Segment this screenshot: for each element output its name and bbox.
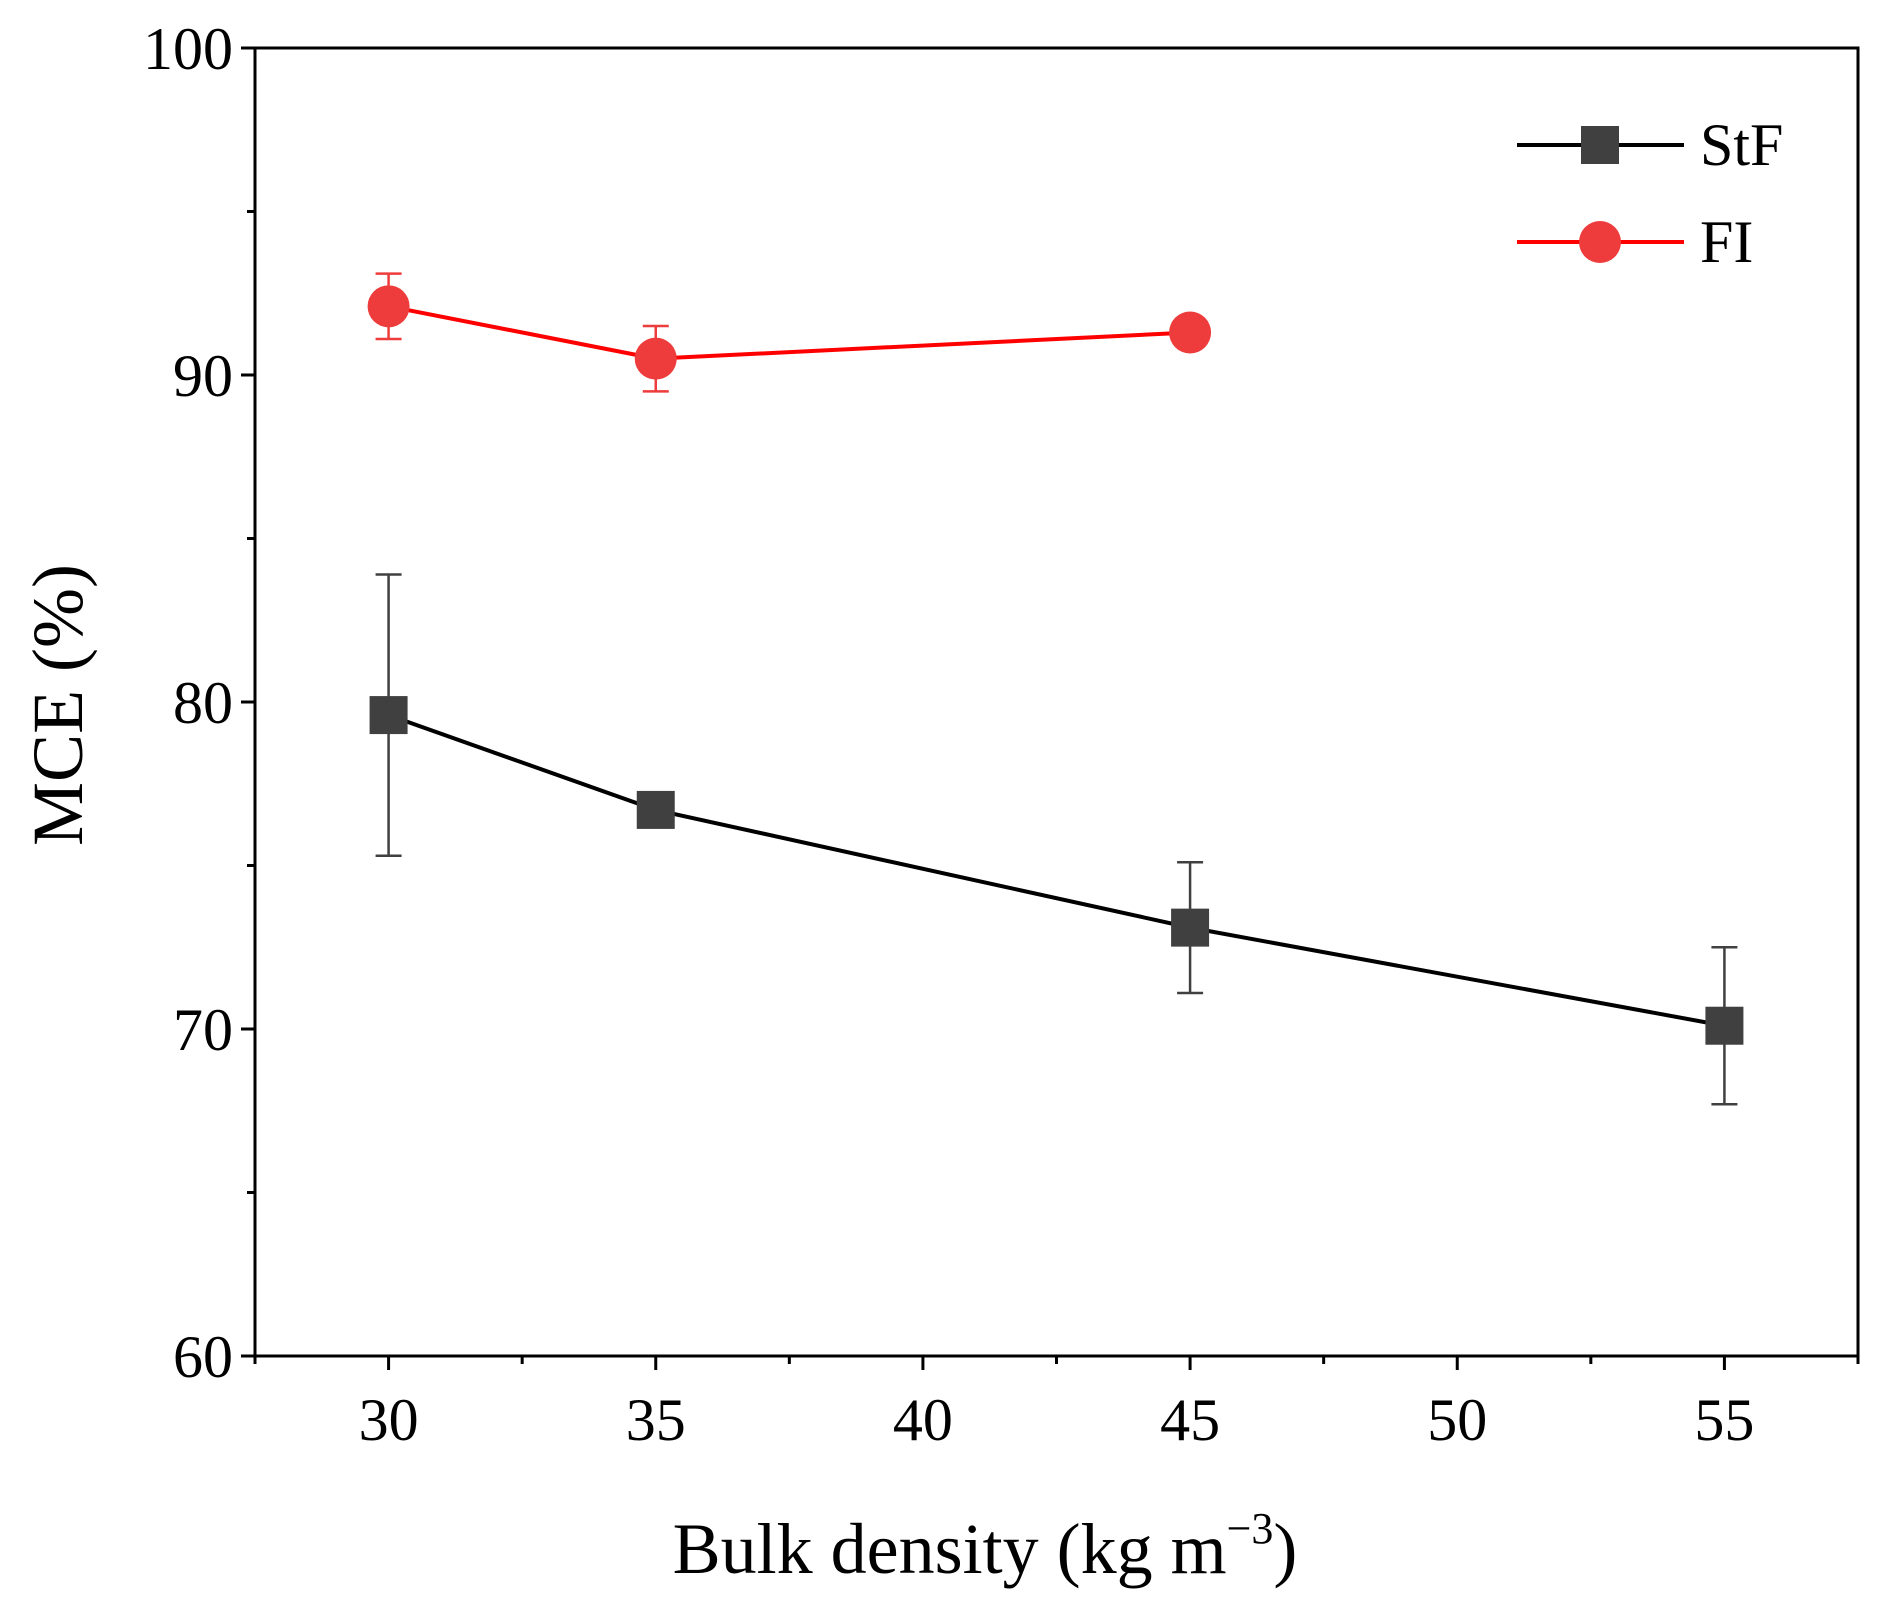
data-point-stf	[1705, 1006, 1744, 1045]
data-point-stf	[1171, 908, 1210, 947]
series-stf	[369, 573, 1744, 1106]
y-tick-label: 90	[173, 343, 233, 409]
series-line-stf	[387, 713, 1725, 1028]
x-tick-label: 50	[1427, 1387, 1487, 1453]
legend-marker	[1579, 221, 1621, 263]
legend-item-stf: StF	[1517, 112, 1783, 178]
x-tick-label: 30	[359, 1387, 419, 1453]
x-axis-title-suffix: )	[1273, 1509, 1297, 1589]
series-layer	[367, 272, 1744, 1106]
data-point-stf	[369, 696, 408, 735]
x-tick-label: 40	[893, 1387, 953, 1453]
legend-label: FI	[1700, 209, 1753, 275]
series-line-fi	[388, 304, 1191, 361]
legend-label: StF	[1700, 112, 1783, 178]
y-tick-label: 60	[173, 1324, 233, 1390]
legend-marker	[1581, 126, 1619, 164]
axes: 60 70 80 90 100 30 35 40 45 50 55	[143, 16, 1860, 1453]
x-axis-title-main: Bulk density (kg m	[673, 1509, 1227, 1589]
x-axis-title: Bulk density (kg m−3)	[673, 1504, 1298, 1589]
legend: StF FI	[1517, 112, 1783, 275]
data-point-fi	[367, 285, 410, 328]
y-tick-label: 100	[143, 16, 233, 82]
y-axis-title: MCE (%)	[18, 564, 98, 846]
data-point-fi	[634, 337, 677, 380]
x-axis-title-superscript: −3	[1227, 1504, 1274, 1553]
x-tick-label: 55	[1694, 1387, 1754, 1453]
x-tick-label: 45	[1160, 1387, 1220, 1453]
data-point-fi	[1169, 311, 1212, 354]
legend-item-fi: FI	[1517, 209, 1753, 275]
data-point-stf	[636, 790, 675, 829]
y-tick-label: 70	[173, 997, 233, 1063]
y-tick-label: 80	[173, 670, 233, 736]
series-fi	[367, 272, 1212, 393]
x-tick-label: 35	[626, 1387, 686, 1453]
